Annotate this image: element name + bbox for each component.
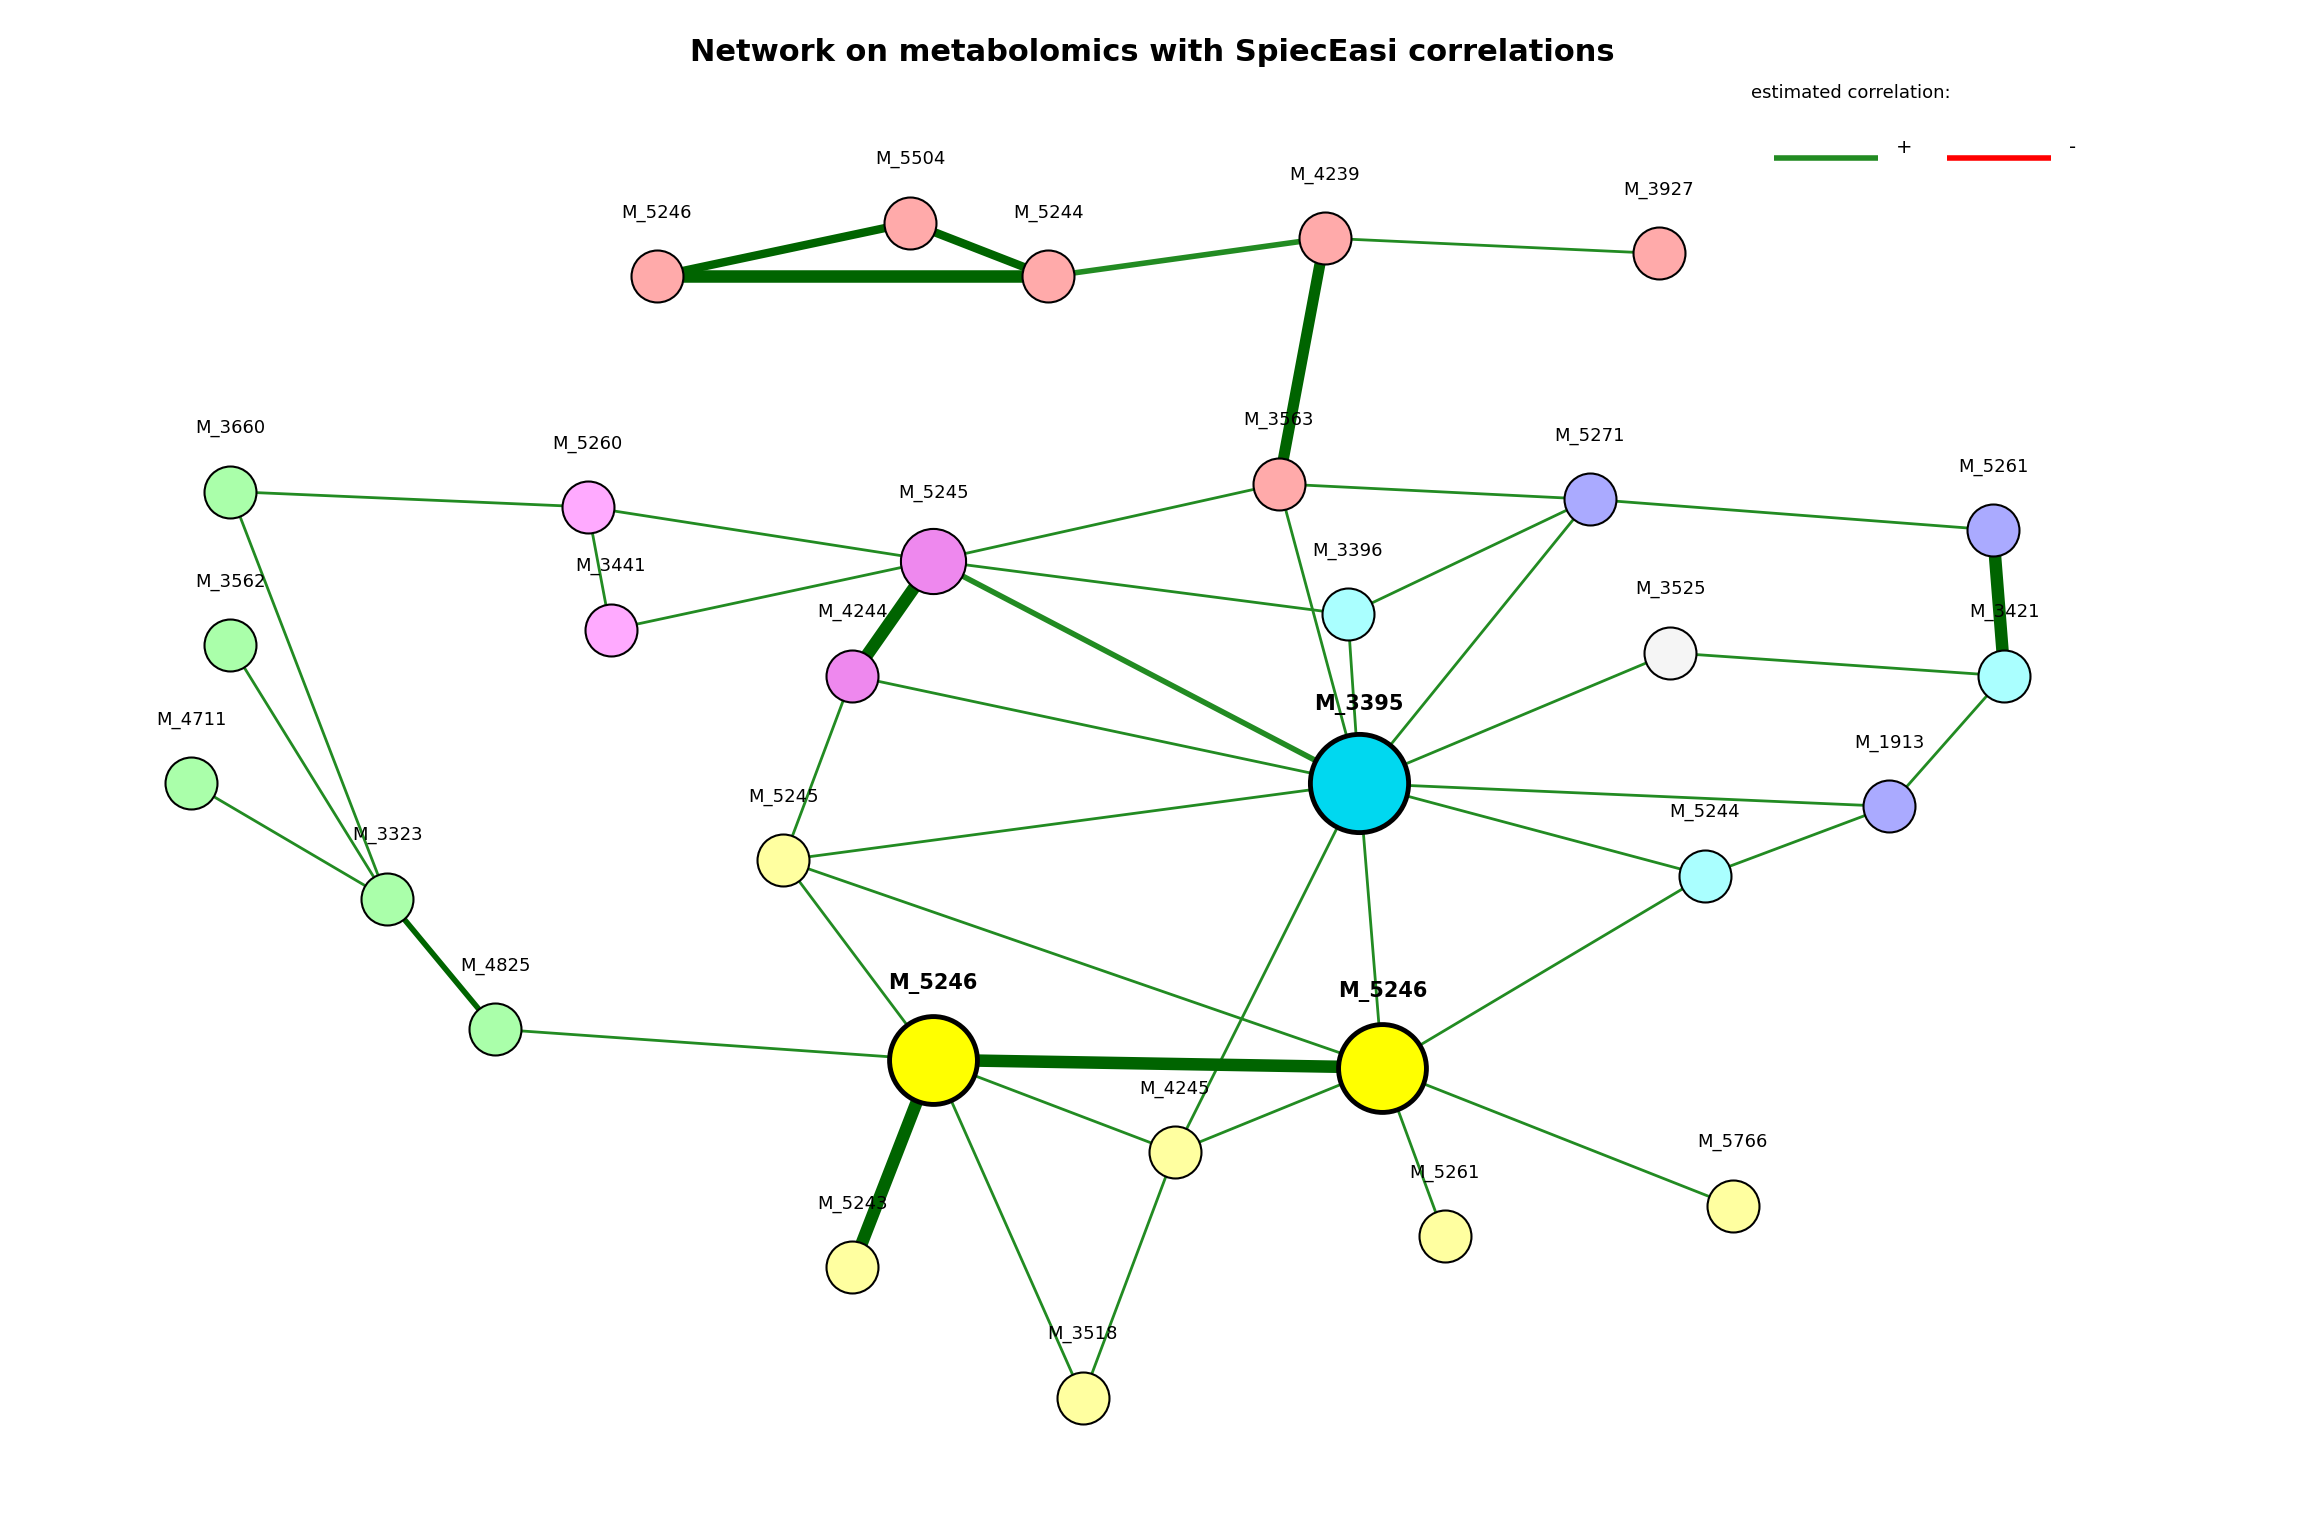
Text: M_3525: M_3525 xyxy=(1636,581,1705,599)
Text: M_5246: M_5246 xyxy=(1339,982,1426,1001)
Point xyxy=(1652,641,1689,665)
Text: M_4244: M_4244 xyxy=(818,604,887,622)
Point xyxy=(892,210,929,235)
Text: M_4711: M_4711 xyxy=(157,711,226,730)
Point xyxy=(1157,1140,1193,1164)
Point xyxy=(1030,264,1067,289)
Point xyxy=(1714,1193,1751,1218)
Point xyxy=(1871,794,1908,819)
Point xyxy=(1975,518,2011,542)
Point xyxy=(1260,472,1297,496)
Text: M_3660: M_3660 xyxy=(196,419,265,438)
Point xyxy=(834,1255,871,1279)
Point xyxy=(1571,487,1608,511)
Text: estimated correlation:: estimated correlation: xyxy=(1751,84,1951,103)
Point xyxy=(212,479,249,504)
Point xyxy=(592,617,629,642)
Text: +: + xyxy=(1896,138,1912,157)
Point xyxy=(1064,1385,1101,1410)
Text: Network on metabolomics with SpiecEasi correlations: Network on metabolomics with SpiecEasi c… xyxy=(689,38,1615,68)
Text: M_3927: M_3927 xyxy=(1624,181,1693,200)
Point xyxy=(765,848,802,872)
Text: M_5261: M_5261 xyxy=(1958,458,2028,476)
Point xyxy=(173,771,210,796)
Text: M_3323: M_3323 xyxy=(353,826,422,845)
Text: M_5246: M_5246 xyxy=(622,204,691,223)
Text: M_5261: M_5261 xyxy=(1410,1164,1479,1183)
Point xyxy=(212,633,249,657)
Point xyxy=(369,886,406,911)
Text: M_5504: M_5504 xyxy=(876,151,945,169)
Point xyxy=(1426,1224,1463,1249)
Point xyxy=(1306,226,1343,250)
Text: M_5244: M_5244 xyxy=(1014,204,1083,223)
Text: M_4239: M_4239 xyxy=(1290,166,1359,184)
Text: M_3518: M_3518 xyxy=(1048,1326,1117,1344)
Text: M_5245: M_5245 xyxy=(899,484,968,502)
Text: M_3563: M_3563 xyxy=(1244,412,1313,430)
Point xyxy=(915,548,952,573)
Text: M_3395: M_3395 xyxy=(1316,694,1403,714)
Point xyxy=(638,264,675,289)
Text: M_5246: M_5246 xyxy=(889,974,977,994)
Text: M_1913: M_1913 xyxy=(1855,734,1924,753)
Point xyxy=(477,1017,514,1041)
Text: M_3421: M_3421 xyxy=(1970,604,2039,622)
Point xyxy=(1640,241,1677,266)
Text: M_3441: M_3441 xyxy=(576,558,645,576)
Text: M_3562: M_3562 xyxy=(196,573,265,591)
Text: -: - xyxy=(2069,138,2076,157)
Text: M_3396: M_3396 xyxy=(1313,542,1382,561)
Text: M_5271: M_5271 xyxy=(1555,427,1624,445)
Point xyxy=(1986,664,2023,688)
Point xyxy=(834,664,871,688)
Point xyxy=(1341,771,1378,796)
Text: M_5244: M_5244 xyxy=(1670,803,1740,822)
Text: M_5245: M_5245 xyxy=(749,788,818,806)
Point xyxy=(1364,1055,1401,1080)
Text: M_5260: M_5260 xyxy=(553,435,622,453)
Text: M_5243: M_5243 xyxy=(818,1195,887,1213)
Point xyxy=(1687,863,1723,888)
Text: M_4245: M_4245 xyxy=(1140,1080,1210,1098)
Text: M_4825: M_4825 xyxy=(461,957,530,975)
Point xyxy=(915,1048,952,1072)
Point xyxy=(1329,602,1366,627)
Text: M_5766: M_5766 xyxy=(1698,1134,1767,1152)
Point xyxy=(569,495,606,519)
